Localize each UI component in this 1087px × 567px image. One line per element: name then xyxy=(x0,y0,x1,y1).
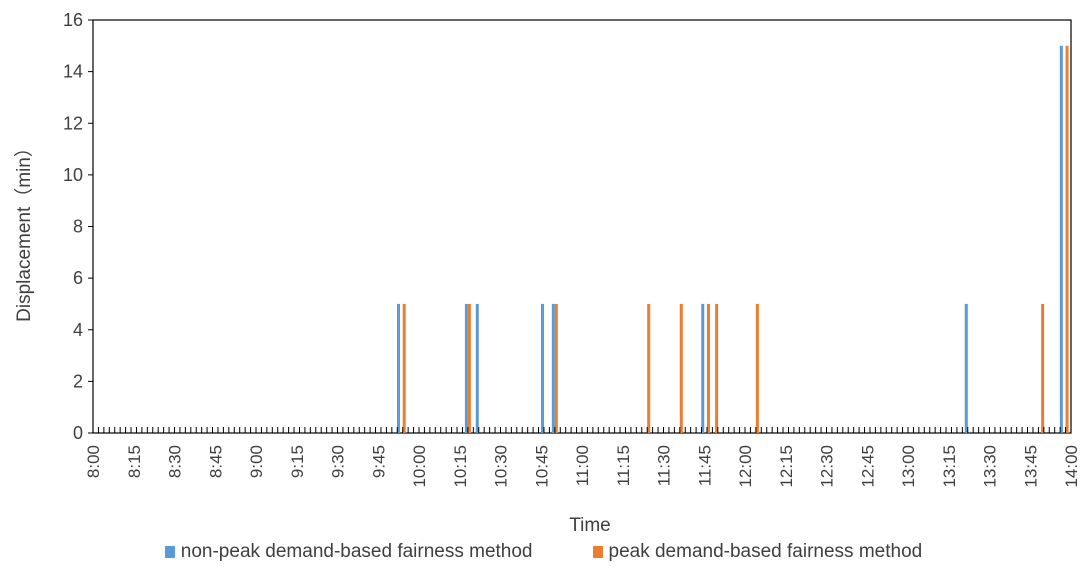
legend-swatch-peak xyxy=(592,546,603,558)
y-tick-label: 2 xyxy=(73,371,83,391)
x-tick-label: 13:00 xyxy=(899,445,918,488)
x-tick-label: 11:45 xyxy=(695,445,714,486)
bar-peak xyxy=(402,303,406,433)
bar-non-peak xyxy=(701,303,705,433)
bar-peak xyxy=(706,303,710,433)
legend-swatch-non-peak xyxy=(164,546,175,558)
y-tick-label: 8 xyxy=(73,217,83,237)
bar-peak xyxy=(715,303,719,433)
x-tick-label: 9:00 xyxy=(247,445,266,478)
bar-non-peak xyxy=(464,303,468,433)
y-tick-label: 10 xyxy=(63,165,83,185)
bar-non-peak xyxy=(551,303,555,433)
x-tick-label: 12:45 xyxy=(858,445,877,488)
y-tick-label: 0 xyxy=(73,423,83,443)
plot-area xyxy=(92,19,1072,434)
legend-item-peak: peak demand-based fairness method xyxy=(592,541,923,563)
bar-non-peak xyxy=(1059,45,1063,433)
legend-label-peak: peak demand-based fairness method xyxy=(608,541,923,562)
x-tick-label: 8:30 xyxy=(166,445,185,478)
legend-item-non-peak: non-peak demand-based fairness method xyxy=(164,541,533,563)
x-tick-label: 12:30 xyxy=(818,445,837,488)
y-tick-label: 6 xyxy=(73,268,83,288)
x-tick-label: 10:00 xyxy=(410,445,429,488)
y-tick-label: 12 xyxy=(63,113,83,133)
y-tick-label: 16 xyxy=(63,10,83,30)
bar-peak xyxy=(1065,45,1069,433)
bar-peak xyxy=(755,303,759,433)
bars-layer xyxy=(396,45,1069,433)
chart: 0 2 4 6 8 10 12 14 16 8:00 8:15 8:30 8:45 9:00 9:15 9:3… xyxy=(13,10,1081,536)
x-tick-label: 10:30 xyxy=(492,445,511,488)
x-tick-label: 8:15 xyxy=(125,445,144,478)
x-axis-label: Time xyxy=(569,515,611,536)
x-tick-label: 12:00 xyxy=(736,445,755,488)
x-tick-label: 10:15 xyxy=(451,445,470,488)
x-tick-label: 9:45 xyxy=(369,445,388,478)
y-tick-label: 14 xyxy=(63,62,83,82)
bar-peak xyxy=(554,303,558,433)
bar-peak xyxy=(679,303,683,433)
bar-peak xyxy=(467,303,471,433)
x-tick-label: 9:30 xyxy=(329,445,348,478)
y-tick-label: 4 xyxy=(73,320,83,340)
x-tick-label: 11:00 xyxy=(573,445,592,486)
x-tick-label: 13:15 xyxy=(940,445,959,488)
x-tick-label: 9:15 xyxy=(288,445,307,478)
x-tick-label: 11:30 xyxy=(655,445,674,486)
bar-peak xyxy=(1041,303,1045,433)
bar-non-peak xyxy=(964,303,968,433)
x-tick-label: 8:00 xyxy=(84,445,103,478)
x-tick-label: 13:30 xyxy=(981,445,1000,488)
x-tick-label: 11:15 xyxy=(614,445,633,486)
x-tick-label: 14:00 xyxy=(1062,445,1081,488)
x-tick-label: 13:45 xyxy=(1021,445,1040,488)
bar-non-peak xyxy=(540,303,544,433)
x-tick-label: 12:15 xyxy=(777,445,796,488)
bar-non-peak xyxy=(396,303,400,433)
bar-peak xyxy=(647,303,651,433)
y-axis-label: Displacement（min） xyxy=(13,138,35,322)
x-tick-label: 10:45 xyxy=(532,445,551,488)
legend: non-peak demand-based fairness method pe… xyxy=(0,540,1087,564)
x-tick-label: 8:45 xyxy=(206,445,225,478)
legend-label-non-peak: non-peak demand-based fairness method xyxy=(180,541,533,562)
bar-non-peak xyxy=(475,303,479,433)
